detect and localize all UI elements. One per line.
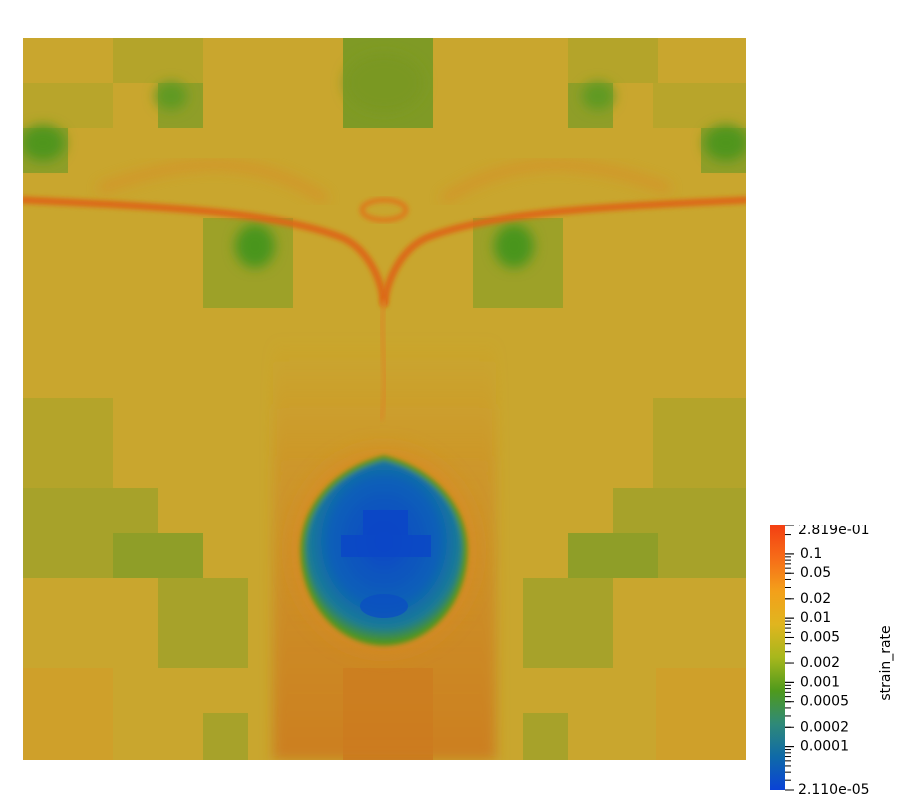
colorbar-tick-label: 0.05 <box>800 565 831 581</box>
colorbar-tick-label: 0.005 <box>800 629 840 645</box>
colorbar-tick-label: 0.0001 <box>800 739 849 755</box>
colorbar-tick-label: 0.001 <box>800 674 840 690</box>
colorbar-min-label: 2.110e-05 <box>798 782 870 795</box>
colorbar-tick-label: 0.1 <box>800 546 822 562</box>
strain-rate-field[interactable] <box>23 38 746 760</box>
color-legend: 2.819e-01 2.110e-05 0.1 0.05 0.02 0.01 0.005… <box>770 525 894 795</box>
color-bar <box>770 525 785 790</box>
colorbar-tick-label: 0.01 <box>800 610 831 626</box>
colorbar-tick-label: 0.02 <box>800 591 831 607</box>
shear-bands <box>23 159 746 421</box>
colorbar-tick-label: 0.0002 <box>800 719 849 735</box>
colorbar-max-label: 2.819e-01 <box>798 525 870 538</box>
colorbar-tick-label: 0.0005 <box>800 694 849 710</box>
colorbar-tick-label: 0.002 <box>800 655 840 671</box>
inclusion <box>300 455 468 646</box>
colorbar-title: strain_rate <box>878 625 894 700</box>
low-strain-spots <box>23 53 746 268</box>
